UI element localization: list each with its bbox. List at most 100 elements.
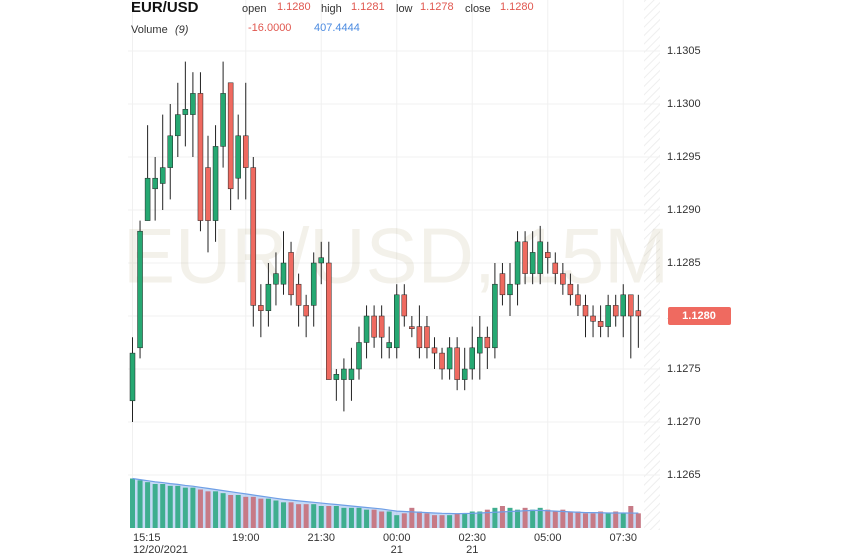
- volume-bar: [265, 498, 271, 528]
- volume-bar: [137, 480, 143, 528]
- last-price-box: [668, 307, 731, 325]
- x-date-label: 12/20/2021: [133, 544, 188, 556]
- volume-bar: [364, 509, 370, 528]
- volume-bar: [296, 504, 302, 528]
- y-tick-label: 1.1300: [667, 98, 701, 110]
- x-date-label: 21: [391, 544, 403, 556]
- candle-body: [295, 283, 302, 306]
- x-date-label: 21: [466, 544, 478, 556]
- volume-bar: [605, 513, 611, 528]
- x-tick-label: 21:30: [307, 532, 335, 544]
- volume-bar: [348, 507, 354, 528]
- hatch-area: [644, 0, 660, 530]
- candle-body: [461, 368, 468, 380]
- volume-bar: [462, 513, 468, 528]
- volume-ma-line: [132, 477, 639, 515]
- candle-body: [446, 347, 453, 370]
- volume-bar: [356, 507, 362, 528]
- candle-body: [628, 294, 634, 317]
- candle-body: [567, 283, 574, 296]
- volume-bar: [552, 511, 558, 528]
- candle-body: [492, 283, 498, 349]
- volume-bar: [288, 502, 294, 528]
- candle-body: [363, 315, 370, 343]
- volume-bar: [386, 511, 392, 528]
- legend-label: open: [242, 3, 266, 15]
- volume-bar: [635, 513, 641, 528]
- volume-bar: [205, 491, 211, 528]
- candle-body: [310, 262, 317, 306]
- candle-body: [401, 294, 408, 317]
- candle-body: [545, 252, 551, 258]
- volume-bar: [439, 515, 445, 528]
- volume-bar: [167, 485, 173, 528]
- volume-bar: [303, 504, 309, 528]
- volume-bar: [250, 496, 256, 528]
- volume-bar: [130, 478, 135, 528]
- volume-bar: [197, 489, 203, 528]
- candle-body: [537, 241, 543, 274]
- volume-bar: [311, 504, 317, 528]
- volume-bar: [228, 495, 234, 528]
- volume-label: Volume: [131, 24, 168, 36]
- volume-bar: [273, 500, 279, 528]
- candle-body: [582, 305, 589, 317]
- volume-bar: [628, 506, 634, 528]
- volume-bar: [235, 495, 241, 528]
- volume-bar: [243, 496, 249, 528]
- volume-bar: [499, 506, 505, 528]
- candle-body: [265, 283, 272, 311]
- candle-body: [431, 347, 438, 354]
- candle-body: [424, 326, 430, 349]
- candle-body: [129, 352, 136, 402]
- candle-body: [212, 146, 219, 221]
- volume-bar: [583, 513, 588, 528]
- candle-body: [227, 82, 234, 190]
- y-tick-label: 1.1275: [667, 363, 701, 375]
- candle-body: [409, 326, 415, 329]
- candle-body: [235, 135, 241, 179]
- volume-bar: [326, 506, 332, 528]
- candle-body: [326, 262, 332, 380]
- candle-body: [575, 294, 581, 306]
- legend-value: 1.1280: [277, 1, 311, 13]
- last-price-label: 1.1280: [682, 310, 716, 322]
- volume-bar: [333, 506, 339, 528]
- y-tick-label: 1.1270: [667, 416, 701, 428]
- candle-body: [175, 114, 181, 137]
- volume-change: -16.0000: [248, 22, 291, 34]
- candle-body: [507, 283, 513, 296]
- candle-body: [612, 305, 619, 317]
- volume-bar: [469, 511, 475, 528]
- candle-body: [454, 347, 460, 380]
- volume-bar: [394, 515, 400, 528]
- candle-body: [152, 177, 158, 190]
- candle-body: [597, 321, 604, 327]
- volume-bar: [152, 484, 158, 528]
- volume-bar: [492, 507, 498, 528]
- volume-bar: [590, 513, 596, 528]
- candle-body: [522, 241, 528, 274]
- volume-bar: [620, 513, 626, 528]
- volume-bar: [432, 515, 437, 528]
- volume-bar: [175, 485, 181, 528]
- x-tick-label: 02:30: [458, 532, 486, 544]
- candle-body: [514, 241, 521, 285]
- candle-body: [167, 135, 173, 168]
- candle-body: [190, 93, 196, 115]
- candle-body: [416, 326, 423, 349]
- candle-body: [280, 262, 287, 285]
- y-tick-label: 1.1285: [667, 257, 701, 269]
- candle-body: [378, 315, 385, 338]
- candle-body: [552, 262, 559, 274]
- volume-bar: [537, 507, 543, 528]
- candle-body: [341, 368, 347, 380]
- candle-body: [484, 336, 491, 349]
- y-tick-label: 1.1295: [667, 151, 701, 163]
- volume-bar: [145, 482, 151, 528]
- candle-body: [386, 342, 392, 349]
- legend-label: high: [321, 3, 342, 15]
- candle-body: [439, 352, 445, 370]
- candle-body: [635, 310, 642, 317]
